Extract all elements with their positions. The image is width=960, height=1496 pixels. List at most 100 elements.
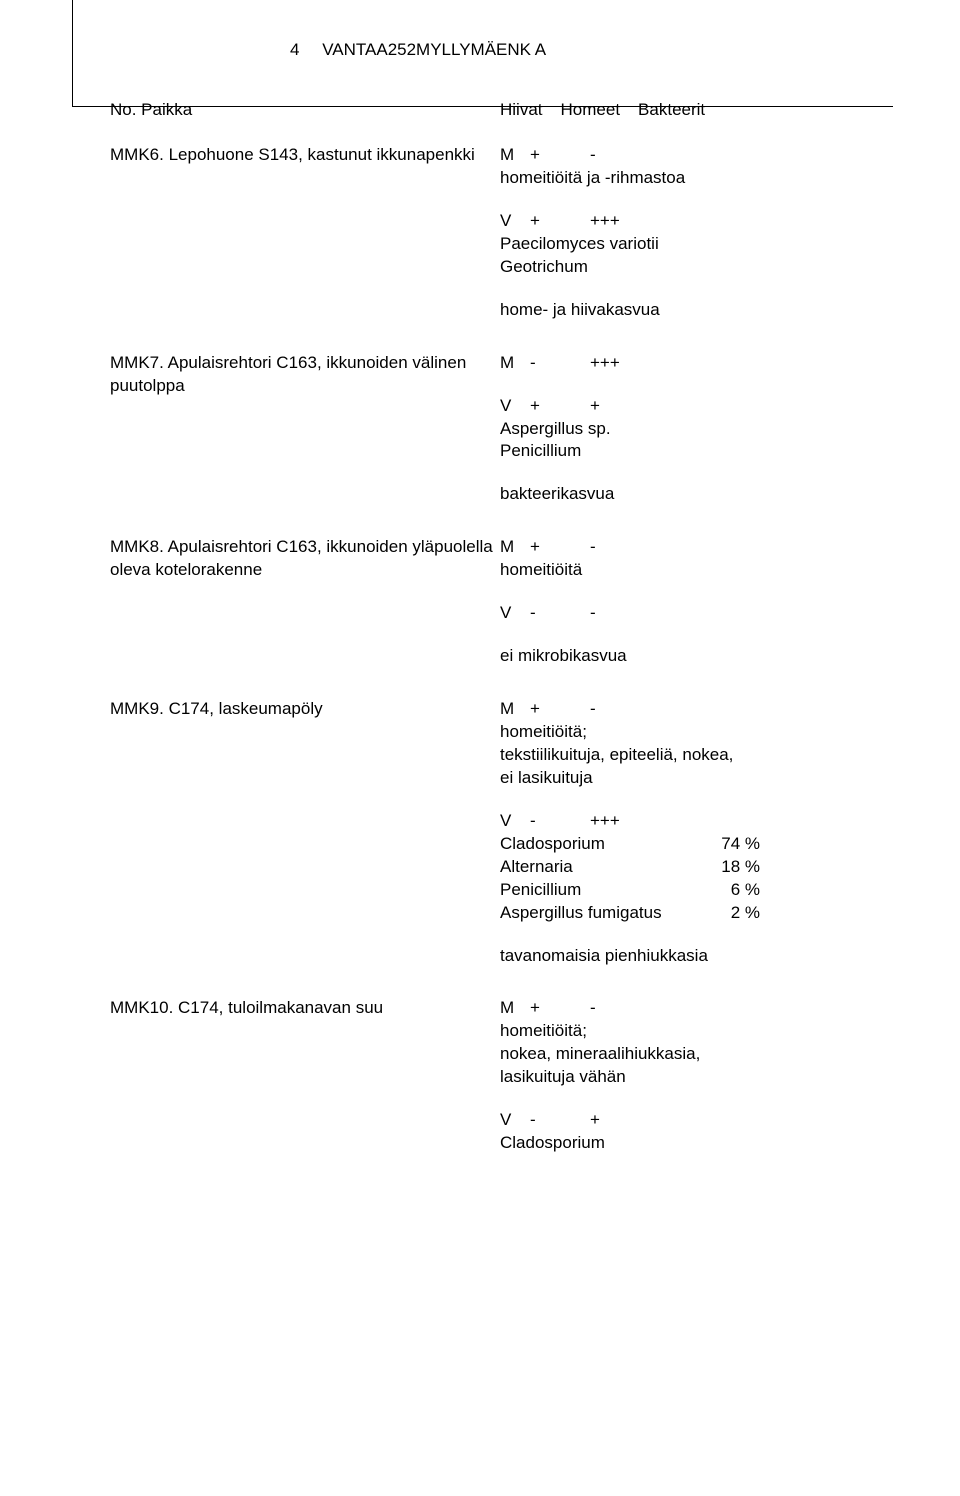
m-val1: -	[530, 352, 590, 375]
m-extra: ei lasikuituja	[500, 767, 860, 790]
v-val2: +	[590, 395, 650, 418]
entry-desc: Lepohuone S143, kastunut ikkunapenkki	[169, 145, 475, 164]
page: 4 VANTAA252MYLLYMÄENK A No. Paikka Hiiva…	[0, 0, 960, 1245]
m-row: M + -	[500, 144, 860, 167]
m-label: M	[500, 997, 530, 1020]
pct-row: Alternaria 18 %	[500, 856, 860, 879]
entry-left: MMK6. Lepohuone S143, kastunut ikkunapen…	[110, 144, 500, 322]
v-label: V	[500, 1109, 530, 1132]
pct-name: Cladosporium	[500, 833, 700, 856]
entry-mmk9: MMK9. C174, laskeumapöly M + - homeitiöi…	[110, 698, 870, 967]
v-line: Penicillium	[500, 440, 860, 463]
entry-left: MMK10. C174, tuloilmakanavan suu	[110, 997, 500, 1155]
m-label: M	[500, 536, 530, 559]
m-row: M + -	[500, 997, 860, 1020]
pct-val: 74 %	[700, 833, 760, 856]
m-label: M	[500, 352, 530, 375]
v-val2: +++	[590, 810, 650, 833]
v-line: Geotrichum	[500, 256, 860, 279]
m-val1: +	[530, 144, 590, 167]
m-val1: +	[530, 698, 590, 721]
m-val2: -	[590, 698, 650, 721]
entry-id: MMK9.	[110, 699, 164, 718]
v-line: Paecilomyces variotii	[500, 233, 860, 256]
th-right: Hiivat Homeet Bakteerit	[500, 100, 705, 120]
v-line: Cladosporium	[500, 1132, 860, 1155]
m-val2: -	[590, 997, 650, 1020]
page-number: 4	[290, 40, 299, 60]
m-row: M + -	[500, 536, 860, 559]
note: bakteerikasvua	[500, 483, 860, 506]
m-sub: homeitiöitä;	[500, 1020, 860, 1043]
entry-mmk7: MMK7. Apulaisrehtori C163, ikkunoiden vä…	[110, 352, 870, 507]
v-val2: +++	[590, 210, 650, 233]
m-row: M - +++	[500, 352, 860, 375]
note: tavanomaisia pienhiukkasia	[500, 945, 860, 968]
page-header: 4 VANTAA252MYLLYMÄENK A	[110, 40, 870, 60]
m-label: M	[500, 144, 530, 167]
pct-name: Aspergillus fumigatus	[500, 902, 700, 925]
v-val1: +	[530, 210, 590, 233]
v-row: V + +++	[500, 210, 860, 233]
entry-id: MMK8.	[110, 537, 164, 556]
pct-name: Penicillium	[500, 879, 700, 902]
v-val2: +	[590, 1109, 650, 1132]
v-label: V	[500, 210, 530, 233]
m-extra: lasikuituja vähän	[500, 1066, 860, 1089]
note: home- ja hiivakasvua	[500, 299, 860, 322]
th-homeet: Homeet	[561, 100, 621, 120]
m-extra: nokea, mineraalihiukkasia,	[500, 1043, 860, 1066]
v-row: V - -	[500, 602, 860, 625]
entry-mmk8: MMK8. Apulaisrehtori C163, ikkunoiden yl…	[110, 536, 870, 668]
m-val1: +	[530, 997, 590, 1020]
entry-right: M + - homeitiöitä ja -rihmastoa V + +++ …	[500, 144, 860, 322]
pct-val: 2 %	[700, 902, 760, 925]
m-sub: homeitiöitä;	[500, 721, 860, 744]
pct-name: Alternaria	[500, 856, 700, 879]
v-val1: +	[530, 395, 590, 418]
entry-right: M + - homeitiöitä V - - ei mikrobikasvua	[500, 536, 860, 668]
pct-row: Cladosporium 74 %	[500, 833, 860, 856]
entry-mmk6: MMK6. Lepohuone S143, kastunut ikkunapen…	[110, 144, 870, 322]
th-left: No. Paikka	[110, 100, 500, 120]
m-val2: -	[590, 144, 650, 167]
v-val1: -	[530, 602, 590, 625]
m-val2: +++	[590, 352, 650, 375]
v-val1: -	[530, 810, 590, 833]
entry-desc: C174, laskeumapöly	[169, 699, 323, 718]
v-val2: -	[590, 602, 650, 625]
m-row: M + -	[500, 698, 860, 721]
entry-id: MMK10.	[110, 998, 173, 1017]
entry-desc: Apulaisrehtori C163, ikkunoiden välinen …	[110, 353, 466, 395]
v-row: V - +++	[500, 810, 860, 833]
v-row: V + +	[500, 395, 860, 418]
table-header-row: No. Paikka Hiivat Homeet Bakteerit	[110, 100, 870, 120]
entry-id: MMK6.	[110, 145, 164, 164]
v-label: V	[500, 395, 530, 418]
pct-val: 18 %	[700, 856, 760, 879]
entry-right: M + - homeitiöitä; nokea, mineraalihiukk…	[500, 997, 860, 1155]
m-sub: homeitiöitä	[500, 559, 860, 582]
m-sub: homeitiöitä ja -rihmastoa	[500, 167, 860, 190]
v-line: Aspergillus sp.	[500, 418, 860, 441]
th-bakteerit: Bakteerit	[638, 100, 705, 120]
v-label: V	[500, 602, 530, 625]
v-row: V - +	[500, 1109, 860, 1132]
pct-row: Aspergillus fumigatus 2 %	[500, 902, 860, 925]
m-extra: tekstiilikuituja, epiteeliä, nokea,	[500, 744, 860, 767]
entry-desc: Apulaisrehtori C163, ikkunoiden yläpuole…	[110, 537, 493, 579]
entry-right: M - +++ V + + Aspergillus sp. Penicilliu…	[500, 352, 860, 507]
v-label: V	[500, 810, 530, 833]
entry-right: M + - homeitiöitä; tekstiilikuituja, epi…	[500, 698, 860, 967]
m-val1: +	[530, 536, 590, 559]
v-val1: -	[530, 1109, 590, 1132]
pct-val: 6 %	[700, 879, 760, 902]
pct-row: Penicillium 6 %	[500, 879, 860, 902]
entry-mmk10: MMK10. C174, tuloilmakanavan suu M + - h…	[110, 997, 870, 1155]
m-label: M	[500, 698, 530, 721]
entry-left: MMK7. Apulaisrehtori C163, ikkunoiden vä…	[110, 352, 500, 507]
entry-left: MMK9. C174, laskeumapöly	[110, 698, 500, 967]
entry-id: MMK7.	[110, 353, 164, 372]
note: ei mikrobikasvua	[500, 645, 860, 668]
entry-desc: C174, tuloilmakanavan suu	[178, 998, 383, 1017]
